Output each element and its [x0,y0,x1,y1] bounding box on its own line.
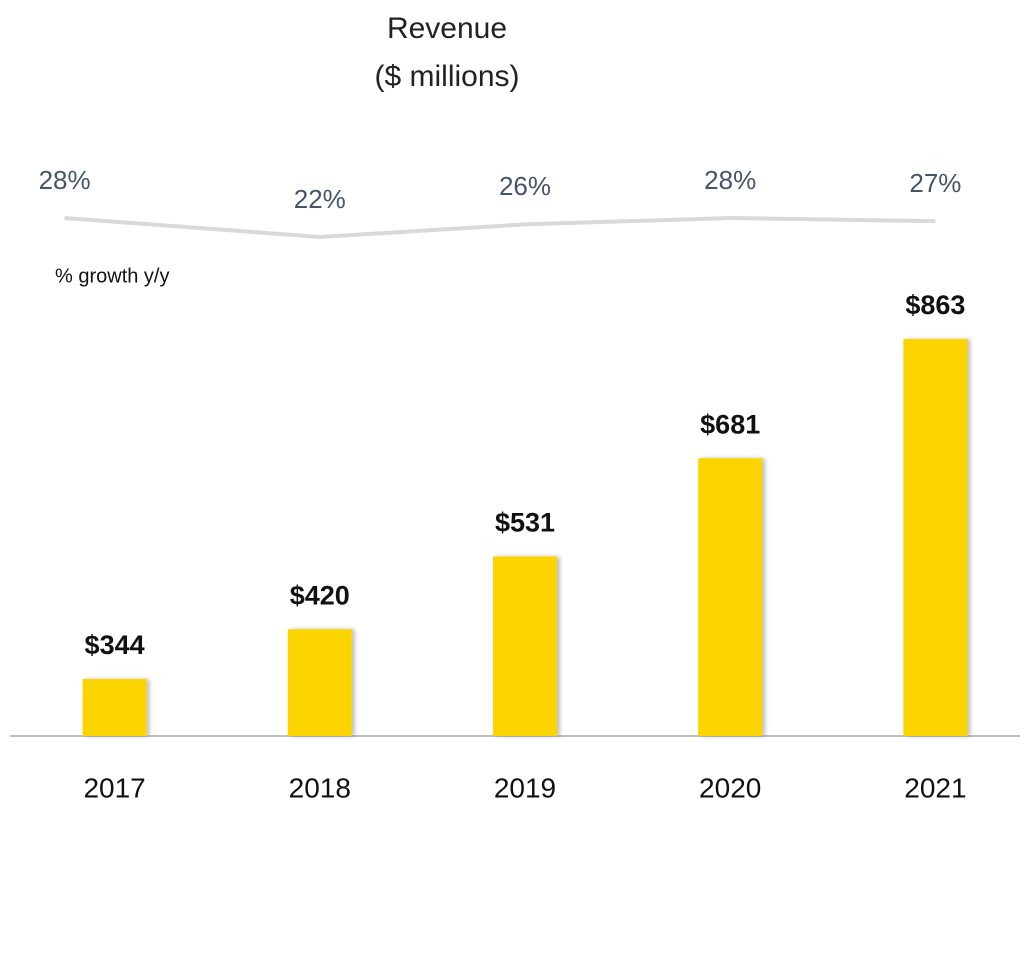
bar [82,679,147,736]
growth-label: 27% [909,168,961,198]
bar [287,629,352,736]
growth-line [64,216,936,239]
x-tick-label: 2017 [83,772,145,803]
growth-label: 26% [499,171,551,201]
growth-label: 22% [294,184,346,214]
chart-subtitle: ($ millions) [374,60,519,93]
x-tick-label: 2020 [699,772,761,803]
bar-value-label: $863 [905,290,965,320]
growth-label: 28% [704,165,756,195]
bar [698,458,763,736]
bar-value-label: $420 [290,580,350,610]
bar-value-label: $531 [495,508,555,538]
bar [493,556,557,736]
x-tick-label: 2018 [289,772,351,803]
chart-title: Revenue [387,12,507,45]
growth-annotation: % growth y/y [55,265,169,287]
bar [903,338,968,736]
x-tick-label: 2019 [494,772,556,803]
growth-label: 28% [39,165,91,195]
bar-value-label: $681 [700,409,760,439]
x-tick-label: 2021 [904,772,966,803]
bar-value-label: $344 [85,630,145,660]
